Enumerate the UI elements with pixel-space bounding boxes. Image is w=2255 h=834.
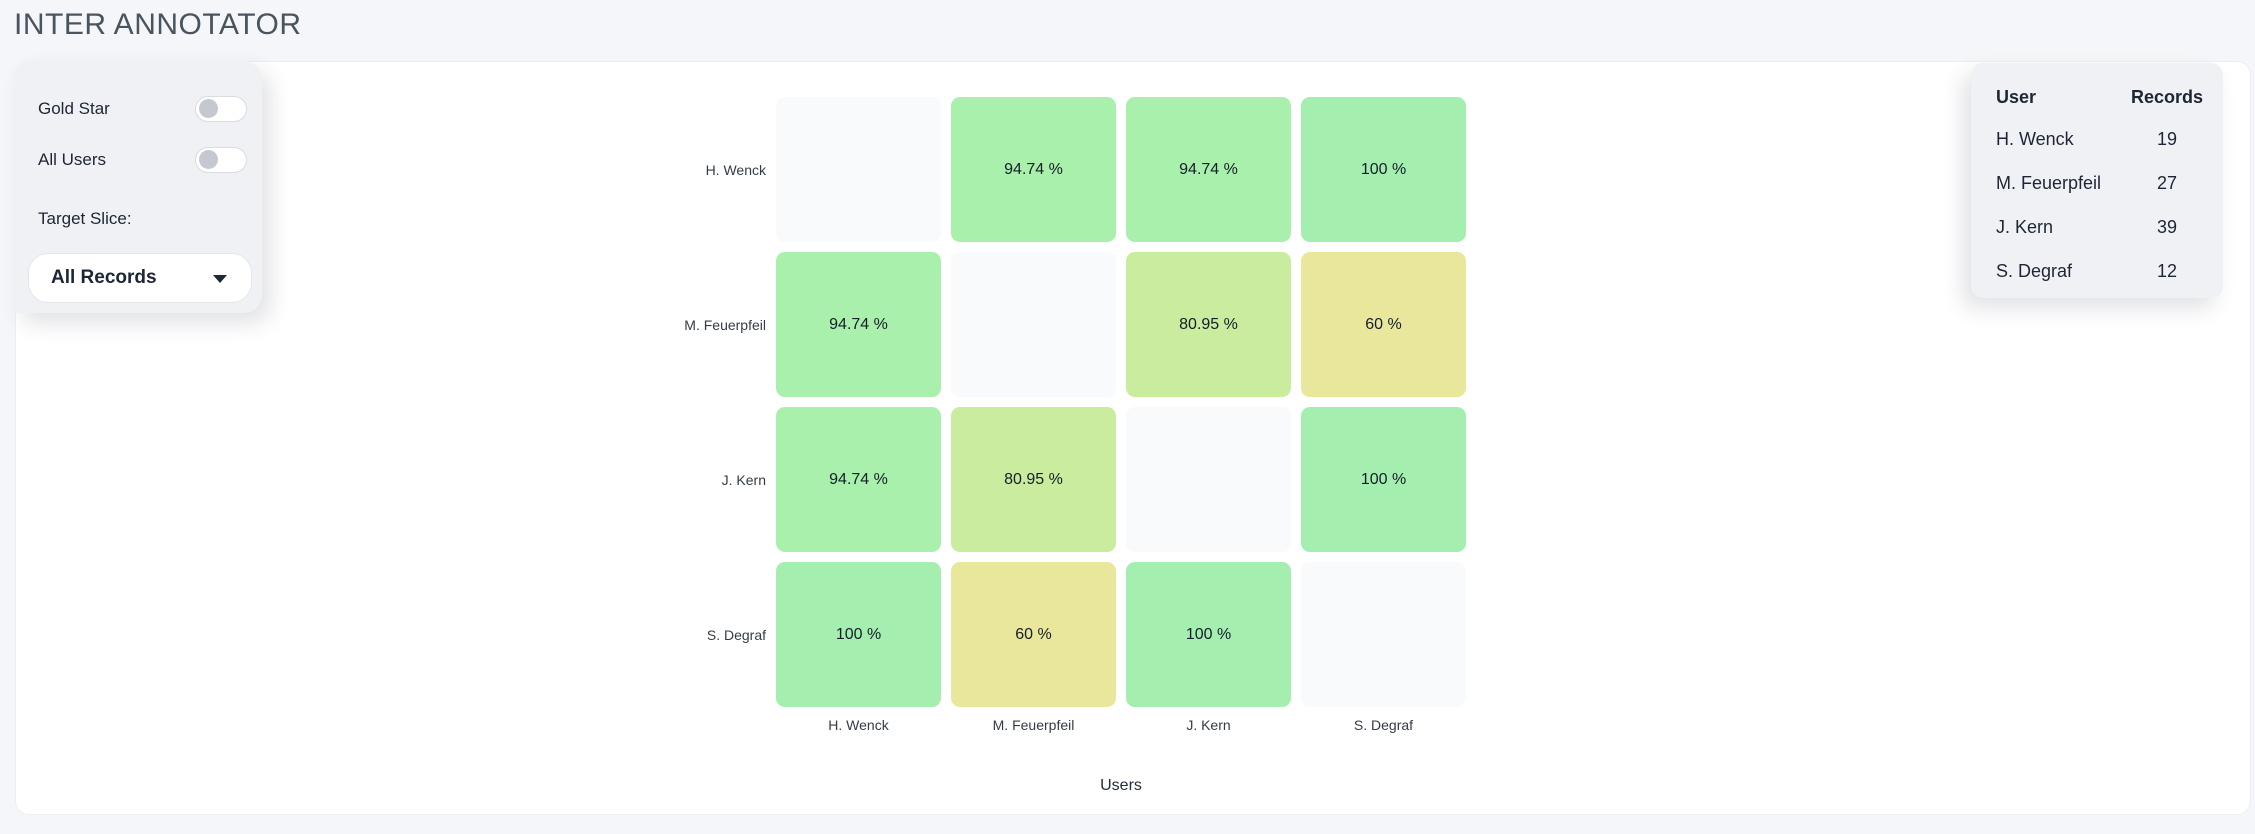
records-table-row: S. Degraf 12 (1996, 249, 2209, 293)
heatmap-row-label: M. Feuerpfeil (684, 316, 766, 333)
heatmap-row-label: J. Kern (721, 471, 766, 488)
heatmap-cell[interactable]: 100 % (1126, 562, 1291, 707)
heatmap-col-label: J. Kern (1186, 717, 1231, 733)
heatmap-row-label: H. Wenck (705, 161, 766, 178)
records-panel: User Records H. Wenck 19 M. Feuerpfeil 27 J.… (1971, 63, 2223, 298)
records-column-header: Records (2130, 86, 2204, 107)
target-slice-value: All Records (51, 267, 157, 288)
toggle-knob (199, 150, 218, 169)
target-slice-dropdown[interactable]: All Records (28, 253, 252, 303)
gold-star-row: Gold Star (15, 95, 262, 123)
heatmap-cell[interactable]: 100 % (1301, 407, 1466, 552)
records-table-row: M. Feuerpfeil 27 (1996, 161, 2209, 205)
users-axis-label: Users (1100, 777, 1142, 794)
heatmap-cell-diagonal (776, 97, 941, 242)
target-slice-label: Target Slice: (38, 209, 132, 228)
user-name-cell: M. Feuerpfeil (1996, 172, 2102, 193)
page-title: INTER ANNOTATOR (14, 8, 302, 41)
heatmap-cell[interactable]: 94.74 % (1126, 97, 1291, 242)
all-users-toggle[interactable] (195, 147, 247, 173)
heatmap-cell[interactable]: 60 % (951, 562, 1116, 707)
gold-star-toggle[interactable] (195, 96, 247, 122)
heatmap-cell[interactable]: 60 % (1301, 252, 1466, 397)
heatmap-cell-diagonal (1301, 562, 1466, 707)
all-users-row: All Users (15, 146, 262, 174)
gold-star-label: Gold Star (38, 99, 110, 118)
heatmap-cell[interactable]: 80.95 % (1126, 252, 1291, 397)
heatmap-cell[interactable]: 80.95 % (951, 407, 1116, 552)
heatmap-cell[interactable]: 94.74 % (776, 407, 941, 552)
user-name-cell: J. Kern (1996, 216, 2054, 237)
heatmap-row-labels: H. Wenck M. Feuerpfeil J. Kern S. Degraf (540, 97, 766, 717)
records-count-cell: 19 (2156, 128, 2178, 149)
heatmap-cell-diagonal (1126, 407, 1291, 552)
records-table-row: J. Kern 39 (1996, 205, 2209, 249)
records-table-row: H. Wenck 19 (1996, 117, 2209, 161)
toggle-knob (199, 99, 218, 118)
heatmap-grid: 94.74 % 94.74 % 100 % 94.74 % 80.95 % 60 % 94.… (776, 97, 1466, 707)
heatmap-col-label: S. Degraf (1353, 717, 1414, 733)
user-column-header: User (1996, 86, 2037, 107)
all-users-label: All Users (38, 150, 107, 169)
filter-panel: Gold Star All Users Target Slice: All Re… (15, 61, 262, 313)
heatmap-col-label: H. Wenck (828, 717, 889, 733)
heatmap-cell-diagonal (951, 252, 1116, 397)
chevron-down-icon (213, 275, 227, 283)
heatmap-cell[interactable]: 100 % (776, 562, 941, 707)
heatmap-row-label: S. Degraf (706, 626, 766, 643)
heatmap-cell[interactable]: 94.74 % (776, 252, 941, 397)
user-name-cell: H. Wenck (1996, 128, 2074, 149)
records-table-header: User Records (1996, 77, 2209, 117)
records-count-cell: 39 (2156, 216, 2178, 237)
heatmap-cell[interactable]: 94.74 % (951, 97, 1116, 242)
user-name-cell: S. Degraf (1996, 260, 2073, 281)
heatmap-cell[interactable]: 100 % (1301, 97, 1466, 242)
records-count-cell: 27 (2156, 172, 2178, 193)
heatmap-col-labels: H. Wenck M. Feuerpfeil J. Kern S. Degraf (776, 717, 1466, 733)
records-count-cell: 12 (2156, 260, 2178, 281)
heatmap-col-label: M. Feuerpfeil (992, 717, 1075, 733)
